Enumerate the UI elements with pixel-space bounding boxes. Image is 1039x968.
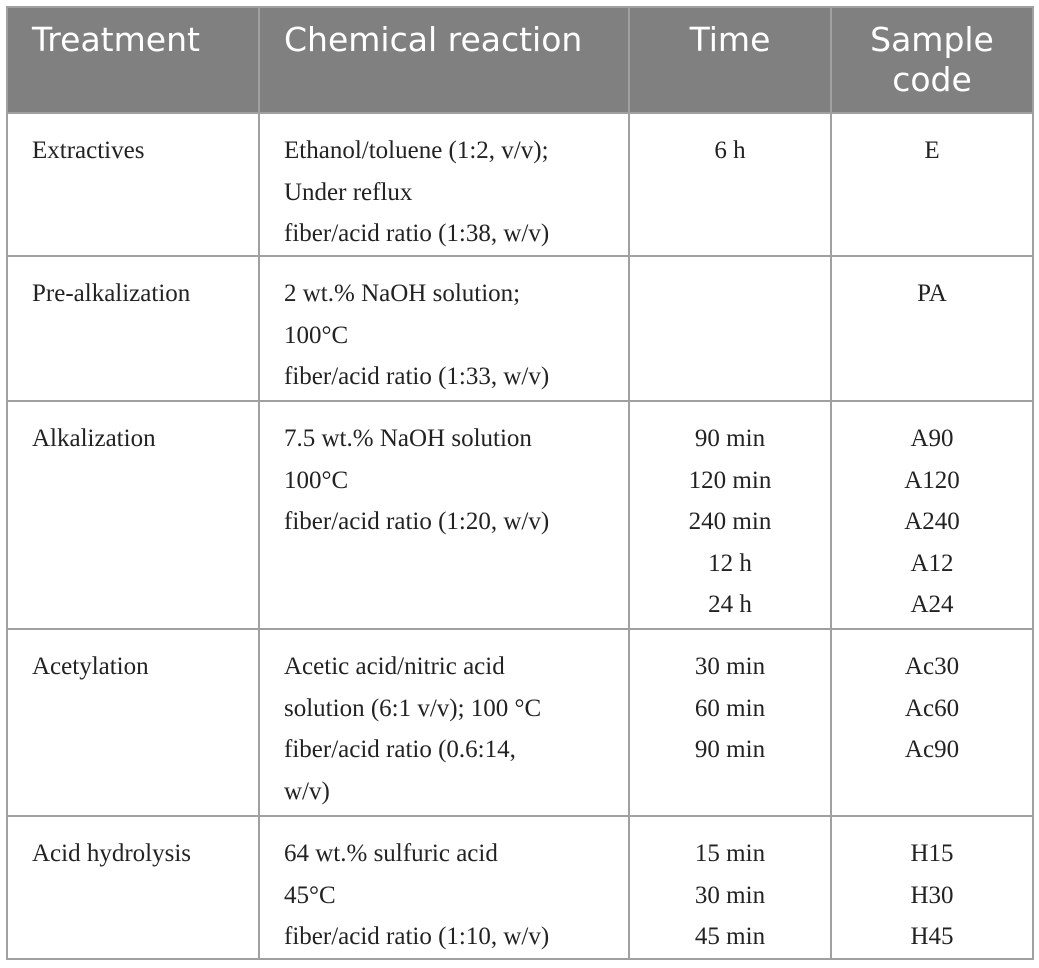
cell-line: H15 [910, 840, 954, 867]
cell-line: Under reflux [284, 178, 413, 206]
cell-line: 90 min [694, 425, 766, 452]
cell-line: fiber/acid ratio (1:20, w/v) [284, 508, 550, 535]
table-cell: 7.5 wt.% NaOH solution 100°C fiber/acid ra… [258, 400, 630, 630]
cell-line: 90 min [694, 736, 766, 763]
table-cell: E [830, 112, 1034, 257]
header-cell: Sample code [830, 6, 1034, 114]
cell-line: 100°C [284, 321, 349, 349]
data-table: Treatment Chemical reaction Time Sample cod… [6, 6, 1034, 960]
table-cell: Alkalization [6, 400, 260, 630]
cell-line: 24 h [708, 591, 752, 618]
table-row: Acetylation Acetic acid/nitric acid soluti… [6, 628, 1034, 817]
table-cell: PA [830, 255, 1034, 402]
cell-line: fiber/acid ratio (0.6:14, [284, 736, 516, 763]
cell-line: fiber/acid ratio (1:38, w/v) [284, 220, 550, 247]
cell-line: 30 min [694, 881, 766, 909]
cell-line: 6 h [714, 137, 746, 164]
table-row: Pre-alkalization 2 wt.% NaOH solution; 100… [6, 255, 1034, 402]
table-cell: 6 h [628, 112, 832, 257]
header-text: Treatment [32, 20, 200, 59]
cell-line: w/v) [284, 777, 330, 805]
cell-text: Pre-alkalization [32, 280, 191, 307]
cell-line: H30 [910, 881, 954, 909]
table-row: Acid hydrolysis 64 wt.% sulfuric acid 45°C… [6, 815, 1034, 960]
cell-line: A90 [910, 425, 954, 452]
table-cell: 64 wt.% sulfuric acid 45°C fiber/acid rati… [258, 815, 630, 960]
cell-line: 100°C [284, 466, 349, 494]
table-cell: Ethanol/toluene (1:2, v/v); Under reflux f… [258, 112, 630, 257]
header-text: Time [689, 20, 771, 59]
table-cell: Pre-alkalization [6, 255, 260, 402]
cell-line: A120 [904, 466, 960, 494]
table-cell: Acetylation [6, 628, 260, 817]
table-cell [628, 255, 832, 402]
cell-line: 15 min [694, 840, 766, 867]
table-cell: Ac30 Ac60 Ac90 [830, 628, 1034, 817]
cell-line: A24 [910, 591, 954, 618]
header-text: Chemical reaction [284, 20, 583, 59]
cell-line: 12 h [708, 549, 752, 577]
table-cell: 30 min 60 min 90 min [628, 628, 832, 817]
cell-line: solution (6:1 v/v); 100 °C [284, 694, 542, 722]
table-row: Extractives Ethanol/toluene (1:2, v/v); Un… [6, 112, 1034, 257]
header-cell: Time [628, 6, 832, 114]
cell-line: 64 wt.% sulfuric acid [284, 840, 498, 867]
cell-line: 240 min [688, 508, 772, 535]
cell-text: Acetylation [32, 653, 149, 680]
cell-line: 45°C [284, 881, 336, 909]
header-text: Sample code [870, 20, 994, 99]
header-row: Treatment Chemical reaction Time Sample cod… [6, 6, 1034, 114]
table-cell: Acid hydrolysis [6, 815, 260, 960]
header-cell: Chemical reaction [258, 6, 630, 114]
table-cell: Extractives [6, 112, 260, 257]
cell-line: 60 min [694, 694, 766, 722]
cell-line: Ac60 [904, 694, 960, 722]
table-cell: A90 A120 A240 A12 A24 [830, 400, 1034, 630]
cell-line: Acetic acid/nitric acid [284, 653, 505, 680]
cell-line: Ethanol/toluene (1:2, v/v); [284, 137, 549, 164]
table-cell: H15 H30 H45 [830, 815, 1034, 960]
cell-line: H45 [910, 923, 954, 950]
cell-line: Ac30 [904, 653, 960, 680]
cell-line: 45 min [694, 923, 766, 950]
cell-line: 30 min [694, 653, 766, 680]
cell-line: fiber/acid ratio (1:33, w/v) [284, 363, 550, 390]
table-cell: 90 min 120 min 240 min 12 h 24 h [628, 400, 832, 630]
cell-line: Ac90 [904, 736, 960, 763]
cell-line: A12 [910, 549, 954, 577]
cell-line: 7.5 wt.% NaOH solution [284, 425, 532, 452]
table-body: Extractives Ethanol/toluene (1:2, v/v); Un… [6, 112, 1034, 960]
cell-line: 120 min [688, 466, 772, 494]
table-cell: 2 wt.% NaOH solution; 100°C fiber/acid rat… [258, 255, 630, 402]
table-cell: 15 min 30 min 45 min [628, 815, 832, 960]
header-cell: Treatment [6, 6, 260, 114]
cell-text: Extractives [32, 137, 145, 164]
cell-text: Acid hydrolysis [32, 840, 192, 867]
cell-line: E [924, 137, 940, 164]
cell-line: 2 wt.% NaOH solution; [284, 280, 521, 307]
table-row: Alkalization 7.5 wt.% NaOH solution 100°C f… [6, 400, 1034, 630]
cell-line: fiber/acid ratio (1:10, w/v) [284, 923, 550, 950]
table-cell: Acetic acid/nitric acid solution (6:1 v/v… [258, 628, 630, 817]
cell-line: PA [917, 280, 947, 307]
cell-text: Alkalization [32, 425, 156, 452]
cell-line: A240 [904, 508, 960, 535]
